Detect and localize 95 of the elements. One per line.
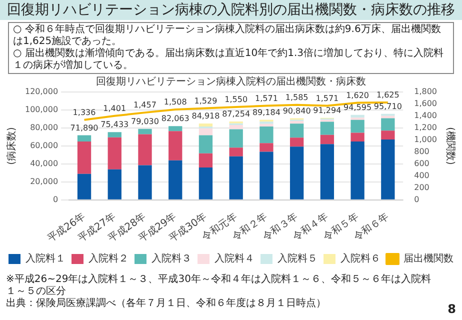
y-tick-label: 20,000 bbox=[30, 177, 58, 186]
y2-tick-label: 1,200 bbox=[414, 123, 438, 132]
total-label: 94,595 bbox=[344, 102, 372, 112]
bar bbox=[320, 134, 334, 144]
bar bbox=[260, 124, 274, 126]
bar bbox=[350, 142, 364, 200]
y2-tick-label: 1,400 bbox=[414, 111, 438, 120]
bar bbox=[198, 135, 213, 154]
data-label: 1,457 bbox=[134, 100, 156, 110]
data-label: 1,336 bbox=[72, 108, 96, 117]
legend-label: 入院料４ bbox=[214, 252, 254, 265]
text: ※平成26~29年は入院料１～３、平成30年～令和４年は入院料１～６、令和５～６年は入院料１～５の区分 bbox=[6, 274, 432, 298]
data-label: 1,571 bbox=[316, 94, 339, 103]
data-label: 1,401 bbox=[103, 104, 126, 114]
data-label: 1,585 bbox=[285, 92, 308, 102]
bar bbox=[229, 156, 243, 200]
y-axis-title: (病床数) bbox=[6, 126, 18, 165]
text: ○ 令和６年時点で回復期リハビリテーション病棟入院料の届出病床数は約9.6万床、届出機関数は1,625施設であった。 bbox=[13, 24, 442, 48]
bar bbox=[198, 128, 213, 136]
legend-label: 入院料３ bbox=[152, 252, 192, 265]
legend-label: 入院料６ bbox=[340, 252, 380, 265]
y2-tick-label: 1,000 bbox=[414, 135, 438, 144]
bar bbox=[350, 114, 364, 118]
bar bbox=[290, 146, 304, 200]
y-tick-label: 60,000 bbox=[30, 141, 58, 150]
data-label: 1,529 bbox=[194, 96, 218, 106]
bar bbox=[198, 168, 213, 200]
bar bbox=[138, 165, 152, 200]
y-tick-label: 80,000 bbox=[30, 123, 58, 132]
bar bbox=[381, 139, 395, 200]
bar bbox=[320, 144, 334, 200]
bar bbox=[77, 135, 92, 142]
bar bbox=[168, 131, 182, 160]
total-label: 90,840 bbox=[282, 106, 311, 116]
bar bbox=[108, 169, 122, 200]
y2-axis-title: (機関数) bbox=[444, 127, 456, 165]
bar bbox=[260, 126, 274, 144]
y-tick-label: 100,000 bbox=[24, 105, 58, 114]
data-label: 1,620 bbox=[346, 90, 370, 100]
y2-tick-label: 200 bbox=[414, 183, 430, 192]
y2-tick-label: 800 bbox=[414, 147, 430, 156]
data-label: 1,625 bbox=[376, 90, 400, 100]
data-label: 1,571 bbox=[255, 94, 278, 103]
y2-tick-label: 1,800 bbox=[414, 87, 438, 96]
total-label: 91,294 bbox=[313, 106, 342, 115]
y2-tick-label: 600 bbox=[414, 159, 430, 168]
bar bbox=[260, 143, 274, 152]
bar bbox=[381, 130, 395, 140]
data-label: 1,508 bbox=[164, 98, 187, 107]
legend-label: 届出機関数 bbox=[404, 252, 454, 265]
bar bbox=[108, 137, 122, 170]
total-label: 89,184 bbox=[252, 108, 280, 117]
bar bbox=[168, 126, 182, 132]
total-label: 84,918 bbox=[192, 112, 220, 121]
source-note: 出典：保険局医療課調べ（各年７月１日、令和６年度は８月１日時点） bbox=[6, 298, 327, 310]
y-tick-label: 0 bbox=[52, 195, 58, 204]
total-label: 82,063 bbox=[161, 114, 190, 124]
y2-tick-label: 1,600 bbox=[414, 99, 438, 108]
bar bbox=[138, 134, 152, 166]
bar bbox=[198, 124, 213, 126]
legend-label: 入院料５ bbox=[278, 252, 318, 265]
bar bbox=[381, 116, 395, 118]
text: ○ 届出機関数は漸増傾向である。届出病床数は直近10年で約1.3倍に増加しており、特に入院料１の病床が増加している。 bbox=[13, 48, 445, 72]
data-label: 1,550 bbox=[224, 95, 248, 104]
bar bbox=[229, 148, 243, 156]
bar bbox=[320, 122, 334, 135]
chart-subtitle: 回復期リハビリテーション病棟入院料の届出機関数・病床数 bbox=[96, 76, 366, 88]
bar bbox=[229, 129, 243, 148]
bar bbox=[350, 132, 364, 142]
legend-label: 入院料２ bbox=[88, 252, 128, 265]
bar bbox=[138, 128, 152, 134]
bar bbox=[229, 125, 243, 130]
y2-tick-label: 400 bbox=[414, 171, 430, 180]
y-tick-label: 40,000 bbox=[30, 159, 58, 168]
bar bbox=[290, 124, 304, 138]
bar bbox=[77, 174, 92, 200]
bar bbox=[168, 160, 182, 200]
bar bbox=[350, 120, 364, 133]
text: 8 bbox=[448, 302, 456, 316]
bar bbox=[77, 141, 92, 174]
bar bbox=[260, 152, 274, 200]
chart-title: 回復期リハビリテーション病棟の入院料別の届出機関数・病床数の推移 bbox=[0, 0, 462, 20]
total-label: 71,890 bbox=[70, 123, 98, 132]
y2-tick-label: 0 bbox=[414, 195, 420, 204]
total-label: 95,710 bbox=[374, 102, 402, 111]
total-label: 87,254 bbox=[222, 110, 250, 119]
bar bbox=[198, 153, 213, 168]
total-label: 75,433 bbox=[100, 120, 129, 130]
y-tick-label: 120,000 bbox=[24, 87, 58, 96]
total-label: 79,030 bbox=[130, 116, 159, 126]
bar bbox=[108, 132, 122, 138]
bar bbox=[290, 121, 304, 124]
legend-label: 入院料１ bbox=[26, 252, 66, 265]
bar bbox=[381, 118, 395, 131]
bar bbox=[290, 138, 304, 147]
